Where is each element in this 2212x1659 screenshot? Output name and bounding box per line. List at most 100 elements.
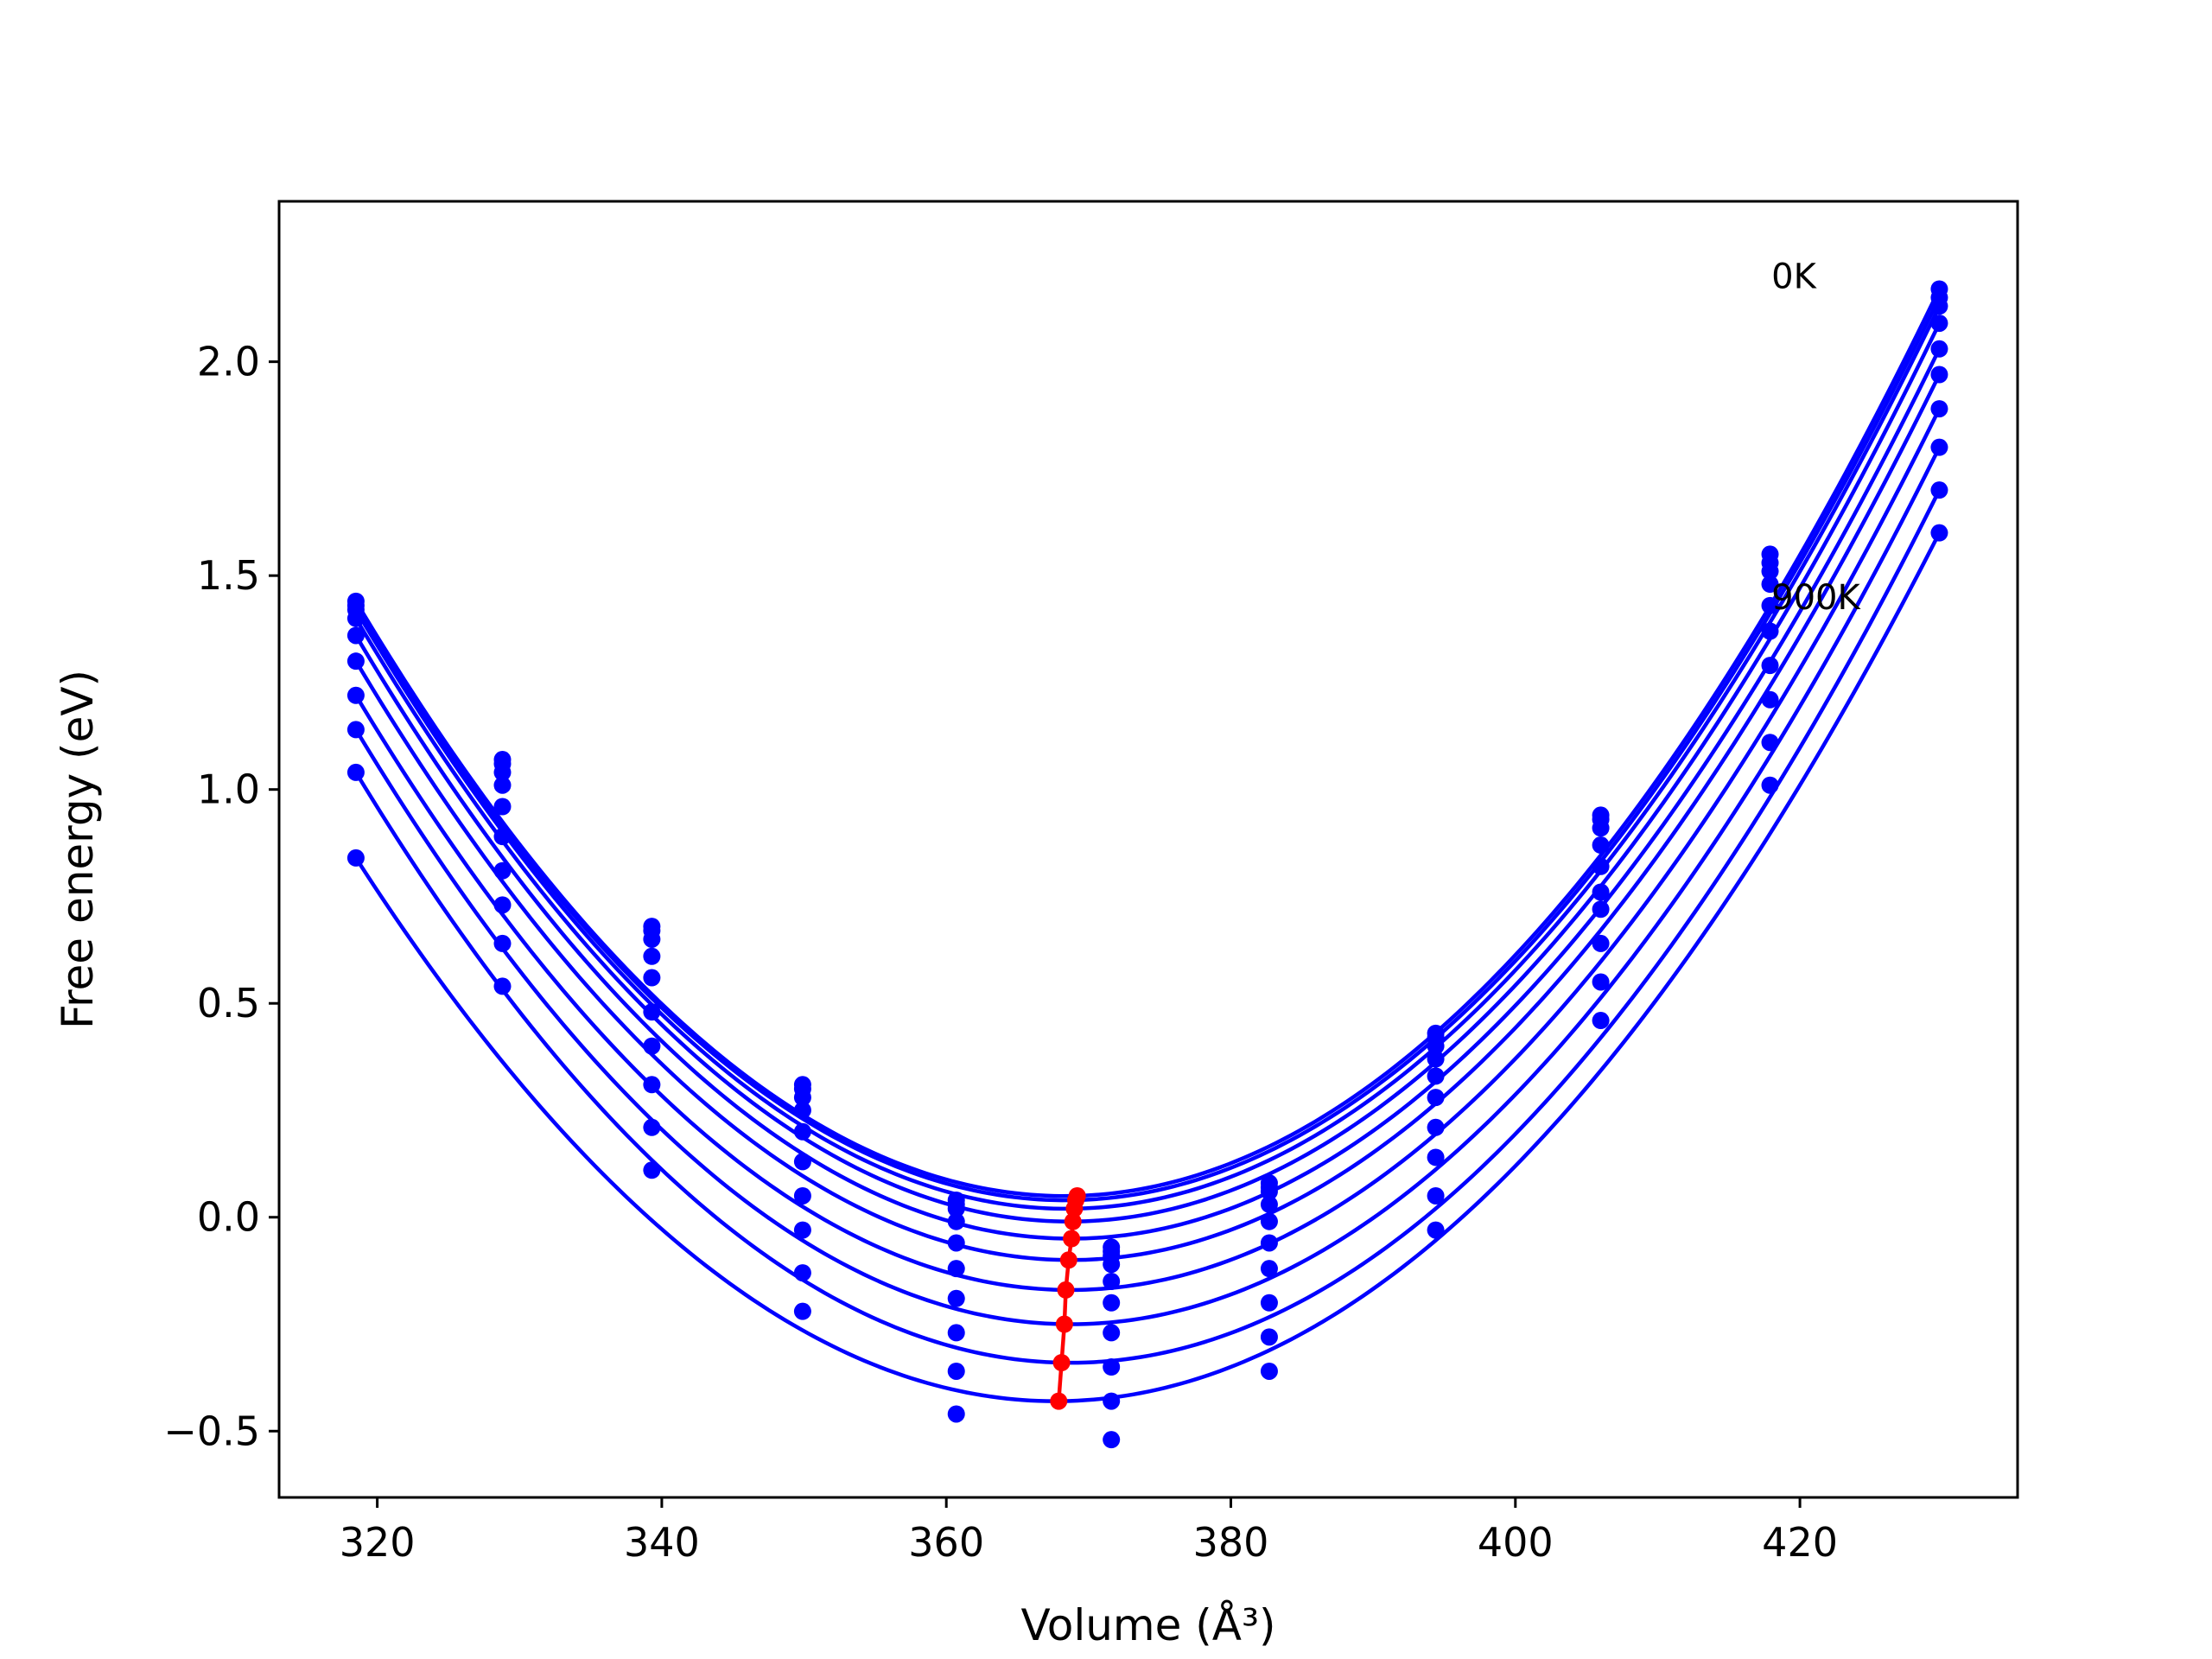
data-point [1761,622,1779,640]
y-tick-label: 1.0 [197,766,260,813]
data-point [1761,563,1779,581]
minimum-point [1057,1281,1075,1299]
data-point [1427,1037,1445,1055]
data-point [1930,438,1948,456]
data-point [643,1003,661,1021]
fit-curve [355,404,1943,1293]
data-point [1592,900,1610,918]
plot-frame [277,200,2019,1499]
data-point [1260,1195,1278,1213]
x-axis: 320 340 360 380 400 420 [340,1497,1838,1566]
series-900K [346,524,1948,1449]
data-point [1761,776,1779,794]
data-point [493,896,512,914]
fit-curve [355,293,1943,1203]
data-point [793,1221,811,1239]
x-tick-label: 320 [340,1519,416,1566]
y-axis-label: Free energy (eV) [53,670,103,1029]
data-point [346,652,365,671]
data-point [1761,596,1779,614]
data-point [793,1089,811,1107]
data-point [1930,365,1948,384]
data-point [1930,524,1948,542]
data-point [1427,1186,1445,1205]
data-point [947,1362,965,1380]
data-point [947,1324,965,1342]
fit-curve [355,285,1943,1198]
fit-curve [355,529,1943,1403]
data-point [643,1037,661,1055]
data-point [493,977,512,995]
data-point [493,861,512,880]
data-point [947,1289,965,1307]
y-tick-label: 1.5 [197,552,260,599]
data-point [346,626,365,645]
data-point [793,1153,811,1171]
data-point [1930,481,1948,499]
data-point [643,930,661,948]
data-point [793,1122,811,1141]
minimum-point [1050,1392,1068,1410]
y-tick-label: −0.5 [163,1408,260,1454]
data-point [1592,819,1610,837]
data-point [346,849,365,867]
x-tick-label: 360 [908,1519,984,1566]
y-tick-label: 2.0 [197,339,260,385]
data-point [1427,1118,1445,1136]
temperature-annotations: 0K 900K [1771,257,1861,618]
fit-curve [355,486,1943,1365]
data-point [1427,1050,1445,1068]
x-tick-label: 340 [624,1519,700,1566]
fit-curve [355,302,1943,1211]
minimum-point [1055,1315,1073,1333]
series-700K [346,438,1948,1376]
y-tick-label: 0.0 [197,1194,260,1241]
data-point [1260,1260,1278,1278]
temperature-label: 900K [1771,578,1861,618]
minimum-point [1064,1212,1082,1230]
data-point [643,947,661,965]
data-point [1592,883,1610,901]
series-600K [346,400,1948,1342]
data-point [346,721,365,739]
data-point [1930,297,1948,315]
minimum-point [1063,1230,1081,1248]
series-300K [346,315,1948,1274]
data-point [1761,657,1779,675]
series-500K [346,365,1948,1312]
data-point [493,828,512,846]
data-point [1761,575,1779,594]
data-point [493,763,512,781]
data-point [1592,857,1610,875]
data-point [1930,400,1948,418]
minimum-point [1059,1251,1077,1269]
data-point [643,1161,661,1179]
data-point [1427,1148,1445,1166]
data-point [1592,836,1610,855]
temperature-label: 0K [1771,257,1817,297]
equilibrium-volume-trace [1050,1186,1086,1410]
data-point [1930,340,1948,358]
data-point [1260,1362,1278,1380]
x-axis-label: Volume (Å³) [1020,1600,1275,1650]
data-point [643,1076,661,1094]
data-point [793,1264,811,1282]
fit-curve [355,319,1943,1224]
data-point [947,1405,965,1423]
data-point [346,609,365,627]
data-point [793,1101,811,1119]
data-point [1930,315,1948,333]
data-point [643,969,661,987]
data-point [1592,934,1610,952]
data-point [1427,1221,1445,1239]
data-point [493,798,512,816]
x-tick-label: 420 [1762,1519,1838,1566]
data-point [1592,1012,1610,1030]
data-point [493,776,512,794]
data-point [493,934,512,952]
data-point [1761,690,1779,709]
y-tick-label: 0.5 [197,980,260,1027]
fit-curve [355,371,1943,1262]
